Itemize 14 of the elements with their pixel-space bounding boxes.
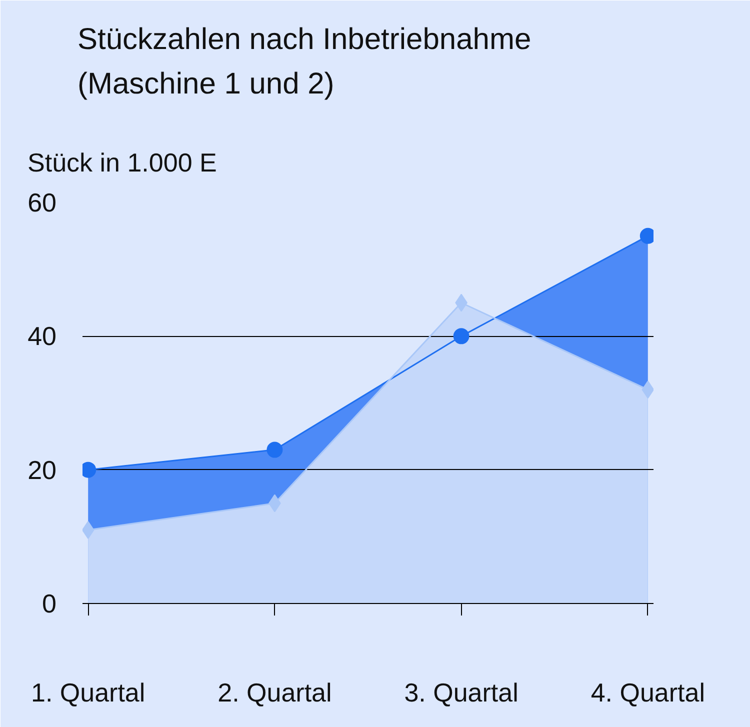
x-tick-label: 1. Quartal [31, 678, 146, 708]
point [640, 228, 654, 244]
y-tick-label: 20 [28, 454, 56, 485]
point [82, 462, 96, 478]
x-tick-label: 3. Quartal [404, 678, 518, 708]
point [453, 328, 470, 344]
x-tick-label: 2. Quartal [218, 678, 332, 708]
chart-title: Stückzahlen nach Inbetriebnahme (Maschine 1 und 2) [78, 22, 532, 100]
x-tick-label: 4. Quartal [590, 678, 705, 708]
y-tick-label: 0 [42, 588, 57, 618]
y-tick-label: 40 [28, 321, 56, 352]
point [266, 442, 283, 458]
y-tick-label: 60 [28, 188, 56, 218]
y-axis-title: Stück in 1.000 E [28, 148, 217, 178]
